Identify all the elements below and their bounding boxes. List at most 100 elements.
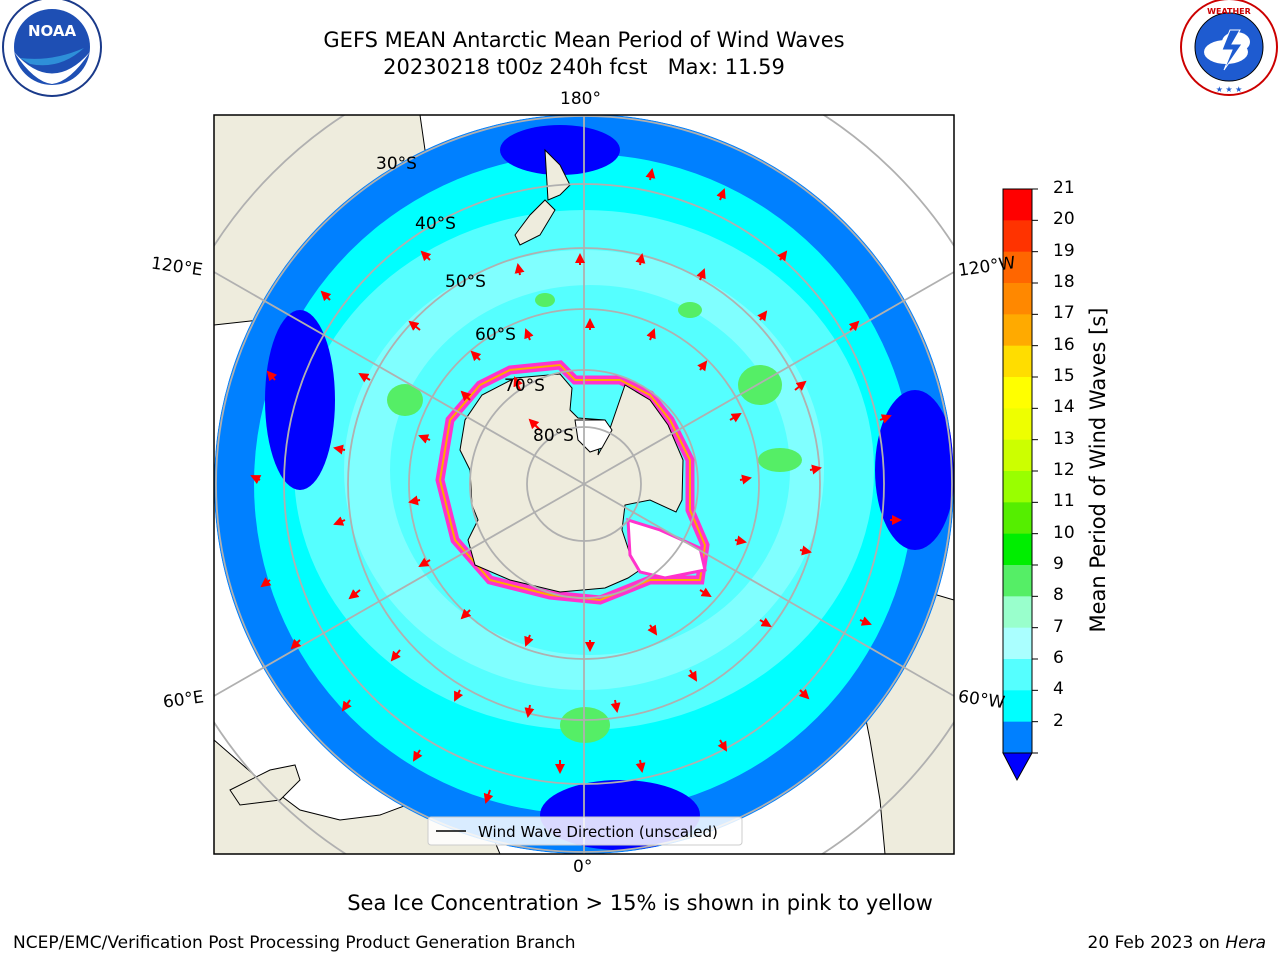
- green-patch: [535, 293, 555, 307]
- lon-label-0: 0°: [573, 857, 593, 877]
- credit-line: NCEP/EMC/Verification Post Processing Pr…: [13, 933, 576, 953]
- wave-arrow: [729, 412, 742, 423]
- wave-arrow: [418, 434, 431, 444]
- title-line-2: 20230218 t00z 240h fcst Max: 11.59: [383, 55, 785, 79]
- new-zealand-land: [514, 148, 571, 246]
- wave-arrow: [734, 535, 747, 546]
- wave-arrow: [717, 739, 728, 752]
- wave-arrow: [412, 749, 423, 762]
- colorbar-tick-label: 15: [1053, 366, 1075, 386]
- colorbar-tick-label: 2: [1053, 710, 1064, 731]
- wave-arrow: [333, 516, 346, 526]
- colorbar-segment: [1003, 439, 1032, 472]
- wave-arrow: [699, 587, 712, 598]
- wave-arrow: [320, 290, 332, 302]
- wave-arrow: [645, 168, 656, 181]
- colorbar-segment: [1003, 283, 1032, 315]
- colorbar-frame: [1002, 188, 1033, 754]
- colorbar-tick-label: 16: [1053, 334, 1075, 355]
- legend-label: Wind Wave Direction (unscaled): [478, 823, 718, 841]
- colorbar-tick-label: 6: [1053, 648, 1064, 668]
- wave-arrow: [647, 624, 658, 636]
- green-patch: [738, 365, 782, 405]
- wave-arrow: [418, 557, 431, 568]
- wave-arrow: [341, 699, 352, 712]
- colorbar: [1003, 188, 1038, 754]
- wave-arrow: [454, 689, 464, 702]
- wave-arrow: [859, 616, 872, 626]
- lon-label-180: 180°: [560, 89, 601, 109]
- svg-text:★ ★ ★: ★ ★ ★: [1216, 85, 1243, 94]
- wave-arrow: [809, 464, 822, 475]
- date-stamp: 20 Feb 2023 on Hera: [1088, 933, 1266, 953]
- wave-arrow: [483, 789, 494, 804]
- nws-logo: WEATHER ★ ★ ★: [1180, 0, 1278, 96]
- colorbar-segment: [1003, 502, 1032, 535]
- wave-arrow: [460, 390, 472, 402]
- colorbar-segment: [1003, 471, 1032, 503]
- colorbar-extend-triangle: [1002, 752, 1033, 782]
- wave-arrow: [794, 380, 807, 391]
- colorbar-tick-label: 4: [1053, 679, 1064, 700]
- wave-arrow: [757, 310, 768, 322]
- lat-label-80: 80°S: [533, 426, 574, 446]
- wave-arrow: [635, 759, 646, 773]
- colorbar-tick-label: 14: [1053, 397, 1075, 418]
- wave-arrow: [260, 577, 272, 588]
- colorbar-tick-label: 17: [1053, 303, 1075, 324]
- wave-arrow: [250, 475, 262, 485]
- wave-arrow: [470, 350, 482, 362]
- wave-arrow: [687, 669, 698, 682]
- colorbar-tick-label: 11: [1053, 491, 1075, 512]
- machine-name: Hera: [1225, 933, 1266, 953]
- madagascar-land: [229, 764, 301, 806]
- wave-arrow: [528, 418, 541, 431]
- colorbar-tick-label: 9: [1053, 554, 1064, 574]
- svg-text:WEATHER: WEATHER: [1207, 7, 1251, 16]
- wave-arrow: [635, 253, 646, 266]
- colorbar-segment: [1003, 314, 1032, 347]
- noaa-logo-text: NOAA: [28, 22, 77, 40]
- colorbar-segment: [1003, 345, 1032, 378]
- green-patch: [678, 302, 702, 318]
- noaa-logo: NOAA: [2, 0, 102, 97]
- wave-arrow: [460, 608, 472, 620]
- colorbar-segment: [1003, 690, 1032, 723]
- wave-arrow: [716, 188, 726, 201]
- lat-label-40: 40°S: [415, 214, 456, 234]
- colorbar-tick-label: 10: [1053, 522, 1075, 543]
- wave-arrow: [798, 688, 810, 700]
- ice-shelf-white: [626, 517, 707, 580]
- wave-arrow: [513, 376, 523, 391]
- colorbar-tick-label: 18: [1053, 272, 1075, 292]
- colorbar-segment: [1003, 565, 1032, 597]
- green-patch: [560, 707, 610, 743]
- wave-arrow: [696, 268, 706, 281]
- wave-arrow: [777, 250, 788, 262]
- colorbar-tick-label: 20: [1053, 209, 1075, 230]
- wave-arrow: [524, 328, 534, 341]
- lat-label-50: 50°S: [445, 272, 486, 292]
- wave-arrow: [408, 320, 421, 331]
- wave-arrow: [879, 414, 892, 424]
- colorbar-segment: [1003, 659, 1032, 691]
- wave-arrow: [759, 617, 772, 628]
- colorbar-segment: [1003, 251, 1032, 284]
- wave-arrow: [358, 372, 371, 383]
- wave-arrow: [333, 444, 346, 455]
- colorbar-tick-label: 7: [1053, 616, 1064, 637]
- colorbar-tick-label: 8: [1053, 585, 1064, 606]
- wave-arrow: [514, 263, 525, 276]
- wind-wave-arrows: [250, 168, 902, 804]
- wave-arrow: [524, 704, 535, 718]
- colorbar-tick-label: 21: [1053, 178, 1075, 198]
- deep-blue-patch: [265, 310, 335, 490]
- map-frame: [213, 114, 955, 855]
- colorbar-segment: [1003, 596, 1032, 629]
- wave-arrow: [697, 360, 708, 372]
- sea-ice-note: Sea Ice Concentration > 15% is shown in …: [347, 891, 933, 915]
- lat-label-30: 30°S: [376, 154, 417, 174]
- colorbar-segment: [1003, 627, 1032, 660]
- wave-arrow: [739, 474, 752, 485]
